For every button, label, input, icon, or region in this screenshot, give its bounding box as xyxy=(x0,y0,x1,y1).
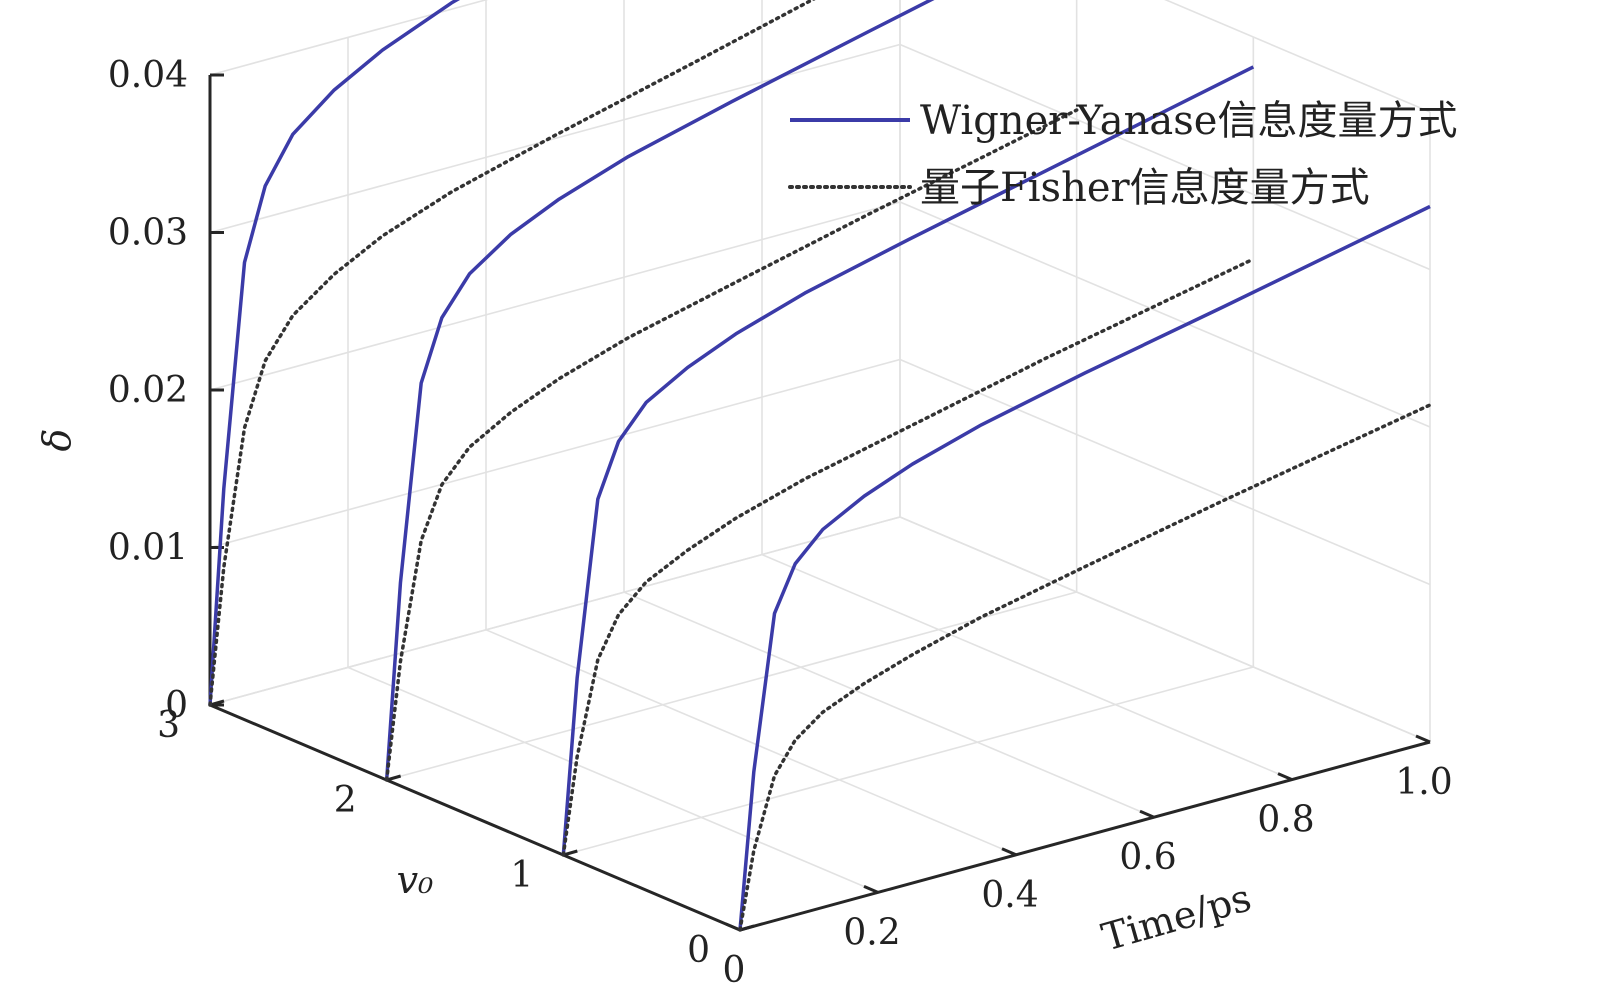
right-wall-gridline-delta xyxy=(899,358,1431,586)
y-axis-label: v₀ xyxy=(397,858,434,902)
x-tick-label: 0.4 xyxy=(981,875,1038,916)
floor-gridline-v0 xyxy=(386,591,1077,781)
x-tick-label: 0 xyxy=(723,950,746,991)
x-tick-mark xyxy=(1001,847,1017,857)
legend-label-quantum-fisher: 量子Fisher信息度量方式 xyxy=(920,165,1370,211)
y-tick-mark xyxy=(739,924,755,932)
floor-gridline-time xyxy=(485,629,1017,856)
grid-layer xyxy=(209,0,1431,931)
z-axis-label: δ xyxy=(35,429,79,452)
x-axis-label: Time/ps xyxy=(1097,875,1256,959)
y-tick-label: 0 xyxy=(687,930,710,971)
x-tick-mark xyxy=(725,922,741,932)
x-tick-mark xyxy=(1415,734,1431,744)
quantum-fisher-curve-v0-3 xyxy=(208,0,816,707)
floor-gridline-time xyxy=(347,666,879,894)
wigner-yanase-curve-v0-3 xyxy=(208,0,461,706)
back-wall-gridline-delta xyxy=(209,43,901,234)
back-wall-gridline-delta xyxy=(209,358,901,549)
legend-label-wigner-yanase: Wigner-Yanase信息度量方式 xyxy=(920,98,1457,144)
right-wall-gridline-delta xyxy=(899,516,1431,743)
x-tick-mark xyxy=(1139,809,1155,819)
z-tick-label: 0.03 xyxy=(108,213,188,254)
z-tick-label: 0.02 xyxy=(108,370,188,411)
y-axis-line xyxy=(209,703,741,932)
x-tick-mark xyxy=(1277,772,1293,781)
floor-gridline-time xyxy=(623,591,1155,818)
back-wall-gridline-delta xyxy=(209,201,901,391)
quantum-fisher-curve-v0-0 xyxy=(738,403,1432,932)
y-tick-label: 3 xyxy=(157,705,180,746)
right-wall-gridline-delta xyxy=(1164,0,1431,113)
y-tick-label: 2 xyxy=(334,780,357,821)
back-wall-gridline-delta xyxy=(209,516,901,706)
x-tick-label: 0.2 xyxy=(843,912,900,953)
z-tick-label: 0.04 xyxy=(108,55,188,96)
legend: Wigner-Yanase信息度量方式 量子Fisher信息度量方式 xyxy=(788,98,1457,211)
x-axis-line xyxy=(739,740,1431,932)
x-tick-label: 1.0 xyxy=(1395,762,1452,803)
quantum-fisher-curve-v0-2 xyxy=(384,108,1079,782)
y-tick-label: 1 xyxy=(510,855,533,896)
back-wall-gridline-delta xyxy=(209,0,489,76)
x-tick-label: 0.8 xyxy=(1257,800,1314,841)
wigner-yanase-curve-v0-2 xyxy=(384,0,935,781)
x-tick-label: 0.6 xyxy=(1119,837,1176,878)
x-tick-mark xyxy=(863,885,879,894)
y-tick-mark xyxy=(562,849,578,857)
wigner-yanase-curve-v0-0 xyxy=(738,204,1431,931)
z-tick-label: 0.01 xyxy=(108,528,188,569)
floor-gridline-time xyxy=(761,553,1293,781)
z-tick-label: 0 xyxy=(165,685,188,726)
series-layer xyxy=(208,0,1432,932)
right-wall-gridline-delta xyxy=(899,201,1431,428)
quantum-fisher-curve-v0-1 xyxy=(561,257,1256,857)
floor-gridline-v0 xyxy=(563,666,1254,856)
y-tick-mark xyxy=(386,774,402,782)
right-wall-gridline-delta xyxy=(899,43,1431,271)
wigner-yanase-curve-v0-1 xyxy=(561,65,1255,856)
